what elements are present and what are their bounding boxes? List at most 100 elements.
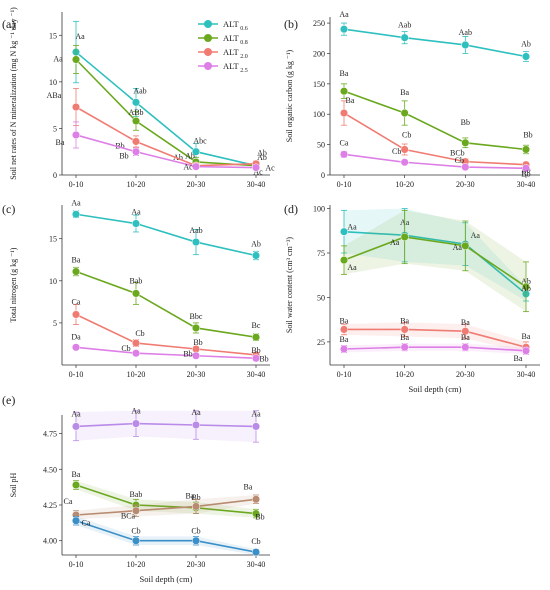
point-label: Aa bbox=[53, 55, 63, 64]
point-label: Ba bbox=[186, 491, 195, 500]
series-ALT0.6: Aa Aab Aab Ab bbox=[339, 10, 531, 62]
point-label: Aab bbox=[459, 28, 472, 37]
y-tick-label: 50 bbox=[317, 141, 325, 150]
y-tick-label: 100 bbox=[313, 110, 325, 119]
data-point bbox=[131, 289, 141, 298]
data-point bbox=[191, 536, 201, 545]
data-point bbox=[191, 420, 201, 430]
point-label: Ab bbox=[521, 40, 531, 49]
series-line bbox=[343, 28, 527, 58]
data-point bbox=[461, 138, 470, 147]
point-label: Ba bbox=[56, 138, 65, 147]
data-point bbox=[131, 536, 141, 545]
y-tick-label: 0 bbox=[53, 171, 57, 180]
y-tick-label: 250 bbox=[313, 19, 325, 28]
point-label: Aa bbox=[347, 223, 357, 232]
data-point bbox=[251, 163, 261, 172]
data-point bbox=[131, 349, 141, 358]
point-label: Bb bbox=[523, 130, 532, 139]
series-ALT2.5: Ba Ba Ba Ba bbox=[340, 333, 531, 363]
point-label: Bb bbox=[259, 354, 268, 363]
series-line bbox=[344, 328, 527, 348]
y-tick-label: 75 bbox=[317, 249, 325, 258]
y-tick-label: 15 bbox=[49, 31, 57, 40]
series-line bbox=[75, 498, 257, 516]
data-point bbox=[521, 145, 531, 154]
point-label: Bab bbox=[130, 276, 143, 285]
point-label: Bb bbox=[183, 350, 192, 359]
data-point bbox=[191, 323, 201, 332]
data-point bbox=[521, 346, 531, 355]
point-label: Bb bbox=[251, 346, 260, 355]
point-label: Bb bbox=[119, 152, 128, 161]
point-label: Ba bbox=[340, 335, 349, 344]
point-label: Aa bbox=[131, 407, 141, 416]
point-label: Ab bbox=[257, 153, 267, 162]
point-label: Ba bbox=[522, 332, 531, 341]
data-point bbox=[71, 55, 81, 64]
point-label: Cb bbox=[191, 527, 200, 536]
legend-entry: ALT 2.0 bbox=[223, 47, 248, 60]
y-tick-label: 150 bbox=[313, 80, 325, 89]
data-point bbox=[339, 108, 349, 118]
data-point bbox=[400, 343, 409, 352]
data-point bbox=[131, 137, 141, 146]
x-tick-label: 0-10 bbox=[337, 370, 352, 379]
point-label: Aa bbox=[347, 263, 357, 272]
data-point bbox=[339, 256, 349, 265]
point-label: Ac bbox=[265, 164, 275, 173]
point-label: Ab bbox=[257, 149, 267, 158]
point-label: Ba bbox=[72, 256, 81, 265]
error-band bbox=[344, 208, 526, 301]
series-line bbox=[75, 213, 257, 257]
panel-d: (d) 25 50 75 100 0-10 10-20 20-30 30-40 Soil wate… bbox=[284, 202, 540, 394]
data-point bbox=[461, 163, 470, 172]
y-axis-label: Soil organic carbon (g kg ⁻¹) bbox=[285, 49, 294, 142]
data-point bbox=[251, 251, 261, 260]
series-line bbox=[343, 112, 527, 166]
x-tick-label: 10-20 bbox=[127, 560, 146, 569]
data-point bbox=[131, 419, 141, 428]
series-line bbox=[75, 519, 257, 553]
x-tick-label: 0-10 bbox=[69, 180, 84, 189]
x-tick-label: 10-20 bbox=[395, 180, 414, 189]
data-point bbox=[251, 495, 261, 504]
data-point bbox=[131, 98, 141, 107]
y-tick-label: 10 bbox=[49, 277, 57, 286]
error-band bbox=[344, 343, 526, 355]
series-ALT2.5: Ca Cb Cb Bb bbox=[340, 138, 531, 178]
point-label: Ba bbox=[514, 354, 523, 363]
point-label: Ba bbox=[346, 96, 355, 105]
data-point bbox=[521, 164, 531, 173]
point-label: Ab bbox=[521, 284, 531, 293]
data-point bbox=[71, 516, 81, 525]
point-label: Ac bbox=[253, 168, 263, 177]
point-label: Bab bbox=[130, 490, 143, 499]
data-point bbox=[131, 219, 141, 228]
panel-letter-d: (d) bbox=[284, 202, 298, 216]
y-tick-label: 200 bbox=[313, 49, 325, 58]
data-point bbox=[191, 351, 201, 360]
x-axis-label: Soil depth (cm) bbox=[409, 384, 462, 394]
x-tick-label: 20-30 bbox=[456, 370, 475, 379]
data-point bbox=[71, 210, 81, 219]
series-line bbox=[75, 346, 257, 360]
series-line bbox=[75, 270, 257, 339]
y-tick-label: 10 bbox=[49, 78, 57, 87]
x-tick-label: 20-30 bbox=[456, 180, 475, 189]
panel-letter-e: (e) bbox=[2, 393, 15, 407]
series-ALT0.8: Ba Bab Bbc Bc bbox=[72, 256, 261, 342]
series-line bbox=[75, 134, 257, 169]
data-point bbox=[339, 325, 349, 334]
point-label: Aa bbox=[339, 10, 349, 19]
point-label: Cb bbox=[131, 527, 140, 536]
series-ALT0.8: Ba Ba Bb Bb bbox=[340, 69, 533, 155]
data-point bbox=[191, 238, 201, 247]
point-label: Ca bbox=[82, 519, 91, 528]
point-label: Ba bbox=[244, 482, 253, 491]
point-label: ABa bbox=[47, 91, 62, 100]
data-point bbox=[521, 282, 531, 291]
x-tick-label: 0-10 bbox=[69, 370, 84, 379]
